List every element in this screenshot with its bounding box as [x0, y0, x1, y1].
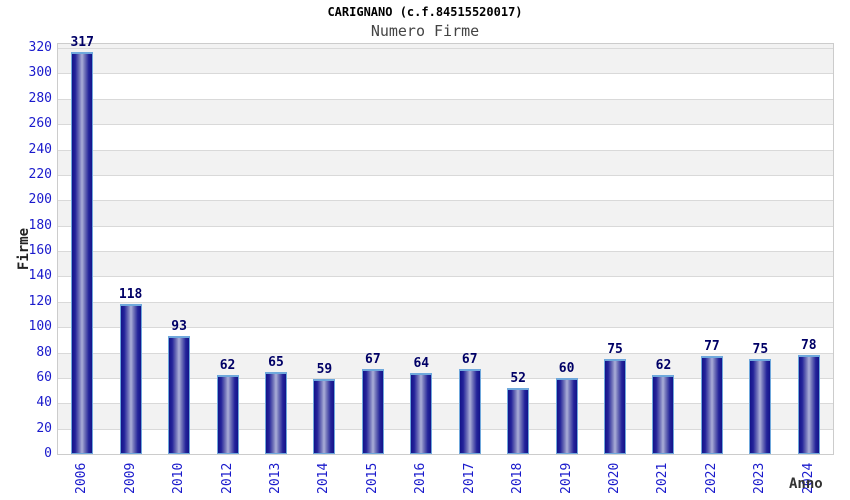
- bar-value-label: 67: [461, 351, 478, 367]
- bar: [264, 371, 287, 454]
- bar: [458, 369, 481, 454]
- plot-band: [58, 174, 833, 201]
- plot-band: [58, 48, 833, 74]
- bar-value-label: 60: [558, 360, 575, 376]
- bar: [700, 356, 723, 454]
- bar-value-label: 78: [800, 338, 817, 354]
- bar-value-label: 317: [70, 34, 94, 50]
- plot-band: [58, 73, 833, 99]
- bar-value-label: 75: [752, 341, 769, 357]
- gridline: [58, 301, 833, 303]
- gridline: [58, 149, 833, 151]
- plot-band: [58, 251, 833, 277]
- x-tick-label: 2022: [703, 462, 719, 494]
- bar: [410, 372, 433, 454]
- plot-band: [58, 98, 833, 125]
- chart-subtitle: Numero Firme: [370, 22, 480, 40]
- chart-title: CARIGNANO (c.f.84515520017): [327, 5, 523, 19]
- bar: [555, 377, 578, 454]
- bar-value-label: 77: [704, 339, 720, 355]
- x-tick-label: 2019: [558, 462, 574, 494]
- x-tick-label: 2020: [607, 462, 623, 494]
- gridline: [58, 200, 833, 202]
- gridline: [58, 174, 833, 176]
- y-tick-label: 280: [28, 90, 52, 106]
- y-tick-label: 80: [36, 344, 52, 360]
- y-tick-label: 180: [28, 217, 52, 233]
- y-tick-label: 200: [28, 192, 52, 208]
- plot-band: [58, 200, 833, 226]
- bar: [71, 51, 94, 454]
- x-tick-label: 2010: [171, 462, 187, 494]
- bar-value-label: 52: [510, 371, 526, 387]
- bar-value-label: 118: [118, 287, 143, 303]
- bar: [652, 375, 675, 454]
- y-tick-label: 100: [28, 319, 52, 335]
- x-tick-label: 2013: [267, 462, 283, 494]
- gridline: [58, 124, 833, 126]
- bar: [507, 388, 530, 454]
- gridline: [58, 377, 833, 379]
- bar: [313, 379, 336, 454]
- y-tick-label: 320: [28, 40, 52, 55]
- gridline: [58, 48, 833, 49]
- gridline: [58, 276, 833, 278]
- gridline: [58, 352, 833, 354]
- y-tick-label: 160: [28, 243, 52, 258]
- gridline: [58, 403, 833, 405]
- bar: [361, 369, 384, 454]
- plot-band: [58, 225, 833, 251]
- plot-band: [58, 149, 833, 175]
- y-tick-label: 40: [36, 395, 52, 411]
- x-tick-label: 2009: [122, 462, 138, 494]
- bar-value-label: 67: [365, 351, 381, 367]
- bar: [168, 336, 191, 454]
- y-tick-label: 220: [28, 166, 52, 182]
- plot-band: [58, 301, 833, 328]
- bar-value-label: 62: [219, 358, 236, 374]
- y-tick-label: 60: [36, 369, 52, 385]
- bar-value-label: 93: [171, 319, 187, 334]
- x-tick-label: 2016: [413, 462, 429, 494]
- x-tick-label: 2023: [752, 462, 768, 494]
- x-tick-label: 2012: [219, 462, 235, 494]
- bar-value-label: 64: [413, 355, 430, 371]
- y-tick-label: 140: [28, 268, 52, 284]
- y-tick-label: 120: [28, 293, 52, 309]
- gridline: [58, 225, 833, 227]
- x-tick-label: 2018: [510, 462, 526, 494]
- bar: [797, 355, 820, 454]
- plot-band: [58, 44, 833, 48]
- y-tick-label: 0: [44, 446, 52, 461]
- plot-area: 317 118 93 62 65 59 67 64 67 52 60 75 62 77 75 78: [57, 35, 834, 455]
- gridline: [58, 428, 833, 430]
- bar-value-label: 59: [316, 362, 333, 378]
- bar: [604, 358, 627, 454]
- bar-value-label: 62: [655, 358, 672, 374]
- x-tick-label: 2014: [316, 462, 332, 494]
- gridline: [58, 98, 833, 100]
- gridline: [58, 73, 833, 75]
- x-tick-label: 2017: [461, 462, 477, 494]
- bar: [749, 358, 772, 454]
- x-tick-label: 2015: [364, 462, 380, 494]
- x-axis-label: Anno: [789, 476, 823, 492]
- x-tick-label: 2021: [655, 462, 671, 494]
- bar: [119, 304, 142, 454]
- gridline: [58, 251, 833, 252]
- y-tick-label: 300: [28, 65, 52, 81]
- y-tick-label: 240: [28, 141, 52, 157]
- bar-value-label: 75: [607, 341, 623, 357]
- plot-band: [58, 124, 833, 150]
- gridline: [58, 327, 833, 329]
- y-tick-label: 20: [36, 420, 52, 436]
- x-tick-label: 2006: [74, 462, 90, 494]
- plot-band: [58, 276, 833, 302]
- bar-value-label: 65: [268, 354, 284, 370]
- bar: [216, 375, 239, 454]
- y-tick-label: 260: [28, 116, 52, 132]
